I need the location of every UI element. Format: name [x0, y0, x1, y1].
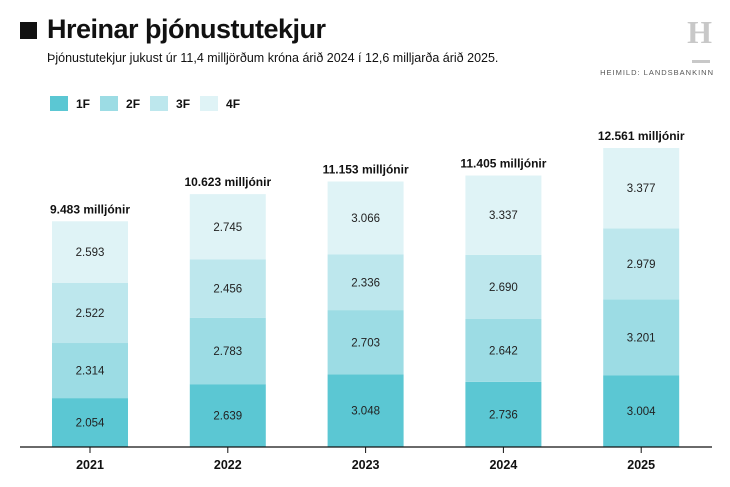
- data-label: 2.336: [351, 277, 380, 289]
- data-label: 2.456: [213, 284, 242, 296]
- data-label: 2.054: [76, 418, 105, 430]
- bar-segment-2F: [189, 317, 266, 385]
- bar-segment-1F: [465, 381, 542, 447]
- bar-segment-2F: [603, 299, 680, 376]
- bar-segment-3F: [52, 282, 128, 344]
- x-tick-label: 2024: [489, 458, 517, 472]
- data-label: 3.337: [489, 210, 518, 222]
- bar-segment-3F: [327, 254, 404, 311]
- legend-label: 2F: [126, 96, 141, 111]
- bar-segment-3F: [603, 228, 680, 300]
- bar-segment-1F: [189, 384, 266, 447]
- bar-segment-2F: [465, 318, 542, 382]
- bar-segment-3F: [189, 259, 266, 318]
- data-label: 2.642: [489, 345, 518, 357]
- legend-label: 1F: [76, 96, 91, 111]
- total-label: 12.561 milljónir: [598, 129, 685, 143]
- bar-segment-1F: [603, 375, 680, 447]
- bar-segment-4F: [465, 175, 542, 255]
- data-label: 3.004: [627, 406, 656, 418]
- bar-segment-3F: [465, 254, 542, 319]
- logo-bar: [692, 60, 710, 63]
- data-label: 3.201: [627, 332, 656, 344]
- data-label: 3.066: [351, 213, 380, 225]
- legend-item: 4F: [200, 96, 240, 111]
- legend-item: 1F: [50, 96, 90, 111]
- bar-segment-4F: [189, 194, 266, 260]
- total-label: 11.405 milljónir: [460, 157, 546, 171]
- data-label: 2.703: [351, 337, 380, 349]
- data-label: 2.593: [76, 247, 105, 259]
- bar-segment-4F: [52, 221, 128, 283]
- legend-label: 4F: [226, 96, 241, 111]
- legend-swatch: [150, 96, 169, 111]
- chart-subtitle: Þjónustutekjur jukust úr 11,4 milljörðum…: [47, 51, 499, 65]
- total-label: 9.483 milljónir: [50, 202, 130, 216]
- source-note: HEIMILD: LANDSBANKINN: [600, 68, 714, 77]
- legend: 1F 2F 3F 4F: [50, 96, 240, 111]
- total-label: 11.153 milljónir: [323, 163, 409, 177]
- data-label: 3.377: [627, 183, 656, 195]
- data-label: 2.690: [489, 282, 518, 294]
- x-tick-label: 2021: [76, 458, 104, 472]
- legend-swatch: [200, 96, 219, 111]
- data-label: 2.745: [213, 222, 242, 234]
- data-label: 2.736: [489, 409, 518, 421]
- legend-item: 3F: [150, 96, 190, 111]
- data-label: 2.314: [76, 366, 105, 378]
- data-label: 2.522: [76, 308, 105, 320]
- bar-segment-4F: [603, 148, 680, 229]
- data-label: 3.048: [351, 406, 380, 418]
- x-tick-label: 2022: [214, 458, 242, 472]
- legend-label: 3F: [176, 96, 191, 111]
- bar-segment-2F: [327, 310, 404, 375]
- x-tick-label: 2025: [627, 458, 655, 472]
- data-label: 2.783: [213, 346, 242, 358]
- x-tick-label: 2023: [352, 458, 380, 472]
- logo: H: [687, 14, 712, 50]
- legend-item: 2F: [100, 96, 140, 111]
- legend-swatch: [100, 96, 119, 111]
- bar-segment-2F: [52, 343, 128, 399]
- data-label: 2.979: [627, 259, 656, 271]
- data-label: 2.639: [213, 411, 242, 423]
- legend-swatch: [50, 96, 68, 111]
- bar-segment-1F: [327, 374, 404, 447]
- chart-title: Hreinar þjónustutekjur: [47, 14, 326, 44]
- bar-segment-4F: [327, 181, 404, 255]
- bar-segment-1F: [52, 398, 128, 447]
- total-label: 10.623 milljónir: [184, 175, 271, 189]
- title-marker: [20, 22, 37, 39]
